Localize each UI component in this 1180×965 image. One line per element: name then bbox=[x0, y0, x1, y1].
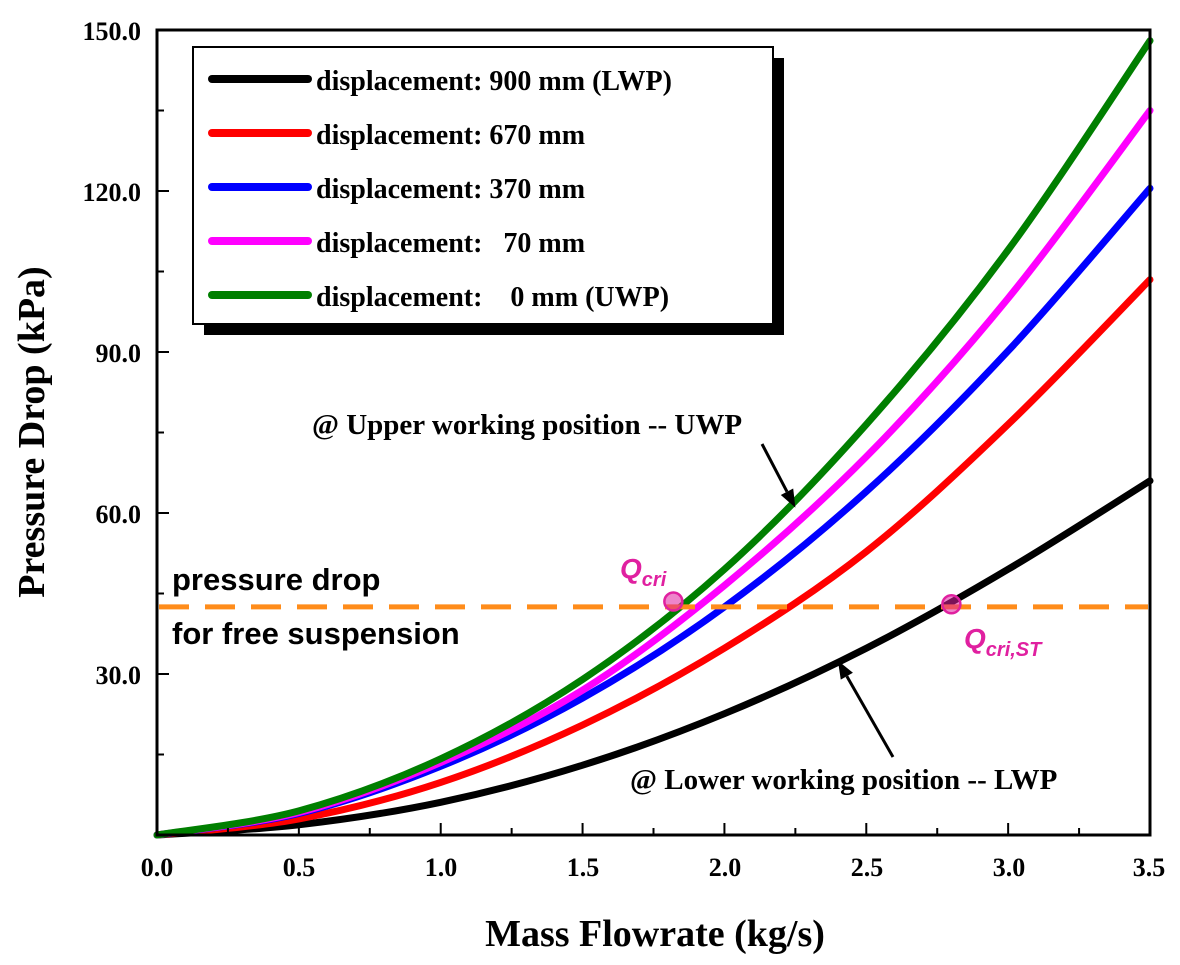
series-line-0mm bbox=[153, 37, 1154, 839]
lwp-annotation: @ Lower working position -- LWP bbox=[630, 764, 1057, 796]
y-tick-label-90: 90.0 bbox=[96, 339, 142, 368]
marker-circle bbox=[663, 591, 684, 612]
uwp-arrow bbox=[760, 443, 789, 493]
q-cri-label-main: Q bbox=[620, 553, 642, 584]
x-tick-label-1: 0.5 bbox=[283, 853, 316, 882]
legend-label-900mm: displacement: 900 mm (LWP) bbox=[316, 66, 672, 97]
q-cri-st-marker bbox=[941, 593, 962, 615]
reference-label-line1: pressure drop bbox=[172, 562, 380, 597]
legend-label-670mm: displacement: 670 mm bbox=[316, 120, 585, 151]
tick-layer bbox=[156, 109, 1151, 835]
q-cri-st-label-main: Q bbox=[964, 623, 986, 654]
uwp-annotation: @ Upper working position -- UWP bbox=[312, 409, 742, 441]
q-cri-st-label: Qcri,ST bbox=[964, 623, 1043, 661]
q-cri-marker bbox=[663, 591, 684, 612]
reference-label-line2: for free suspension bbox=[172, 616, 460, 651]
x-tick-label-6: 3.0 bbox=[993, 853, 1026, 882]
x-tick-label-5: 2.5 bbox=[851, 853, 884, 882]
uwp-arrow-head bbox=[780, 488, 796, 508]
series-line-670mm bbox=[153, 276, 1154, 839]
marker-layer bbox=[663, 591, 962, 615]
lwp-arrow bbox=[845, 675, 895, 758]
x-tick-label-2: 1.0 bbox=[425, 853, 458, 882]
x-tick-label-7: 3.5 bbox=[1133, 853, 1166, 882]
q-cri-label-subscript: cri bbox=[642, 569, 667, 591]
series-layer bbox=[153, 37, 1154, 839]
q-cri-label: Qcri bbox=[620, 553, 667, 591]
legend-label-370mm: displacement: 370 mm bbox=[316, 174, 585, 205]
legend-label-0mm: displacement: 0 mm (UWP) bbox=[316, 282, 669, 313]
series-line-900mm bbox=[153, 477, 1154, 839]
legend: displacement: 900 mm (LWP) displacement:… bbox=[192, 46, 784, 335]
y-tick-label-30: 30.0 bbox=[96, 661, 142, 690]
x-axis-title: Mass Flowrate (kg/s) bbox=[485, 913, 825, 955]
x-tick-label-0: 0.0 bbox=[141, 853, 174, 882]
lwp-arrow-head bbox=[837, 660, 853, 680]
y-tick-label-150: 150.0 bbox=[83, 17, 142, 46]
x-tick-label-4: 2.0 bbox=[709, 853, 742, 882]
x-tick-label-3: 1.5 bbox=[567, 853, 600, 882]
q-cri-st-label-subscript: cri,ST bbox=[986, 639, 1043, 661]
y-tick-label-120: 120.0 bbox=[83, 178, 142, 207]
marker-circle bbox=[941, 593, 962, 615]
y-axis-title: Pressure Drop (kPa) bbox=[11, 266, 53, 597]
legend-label-70mm: displacement: 70 mm bbox=[316, 228, 585, 259]
y-tick-label-60: 60.0 bbox=[96, 500, 142, 529]
